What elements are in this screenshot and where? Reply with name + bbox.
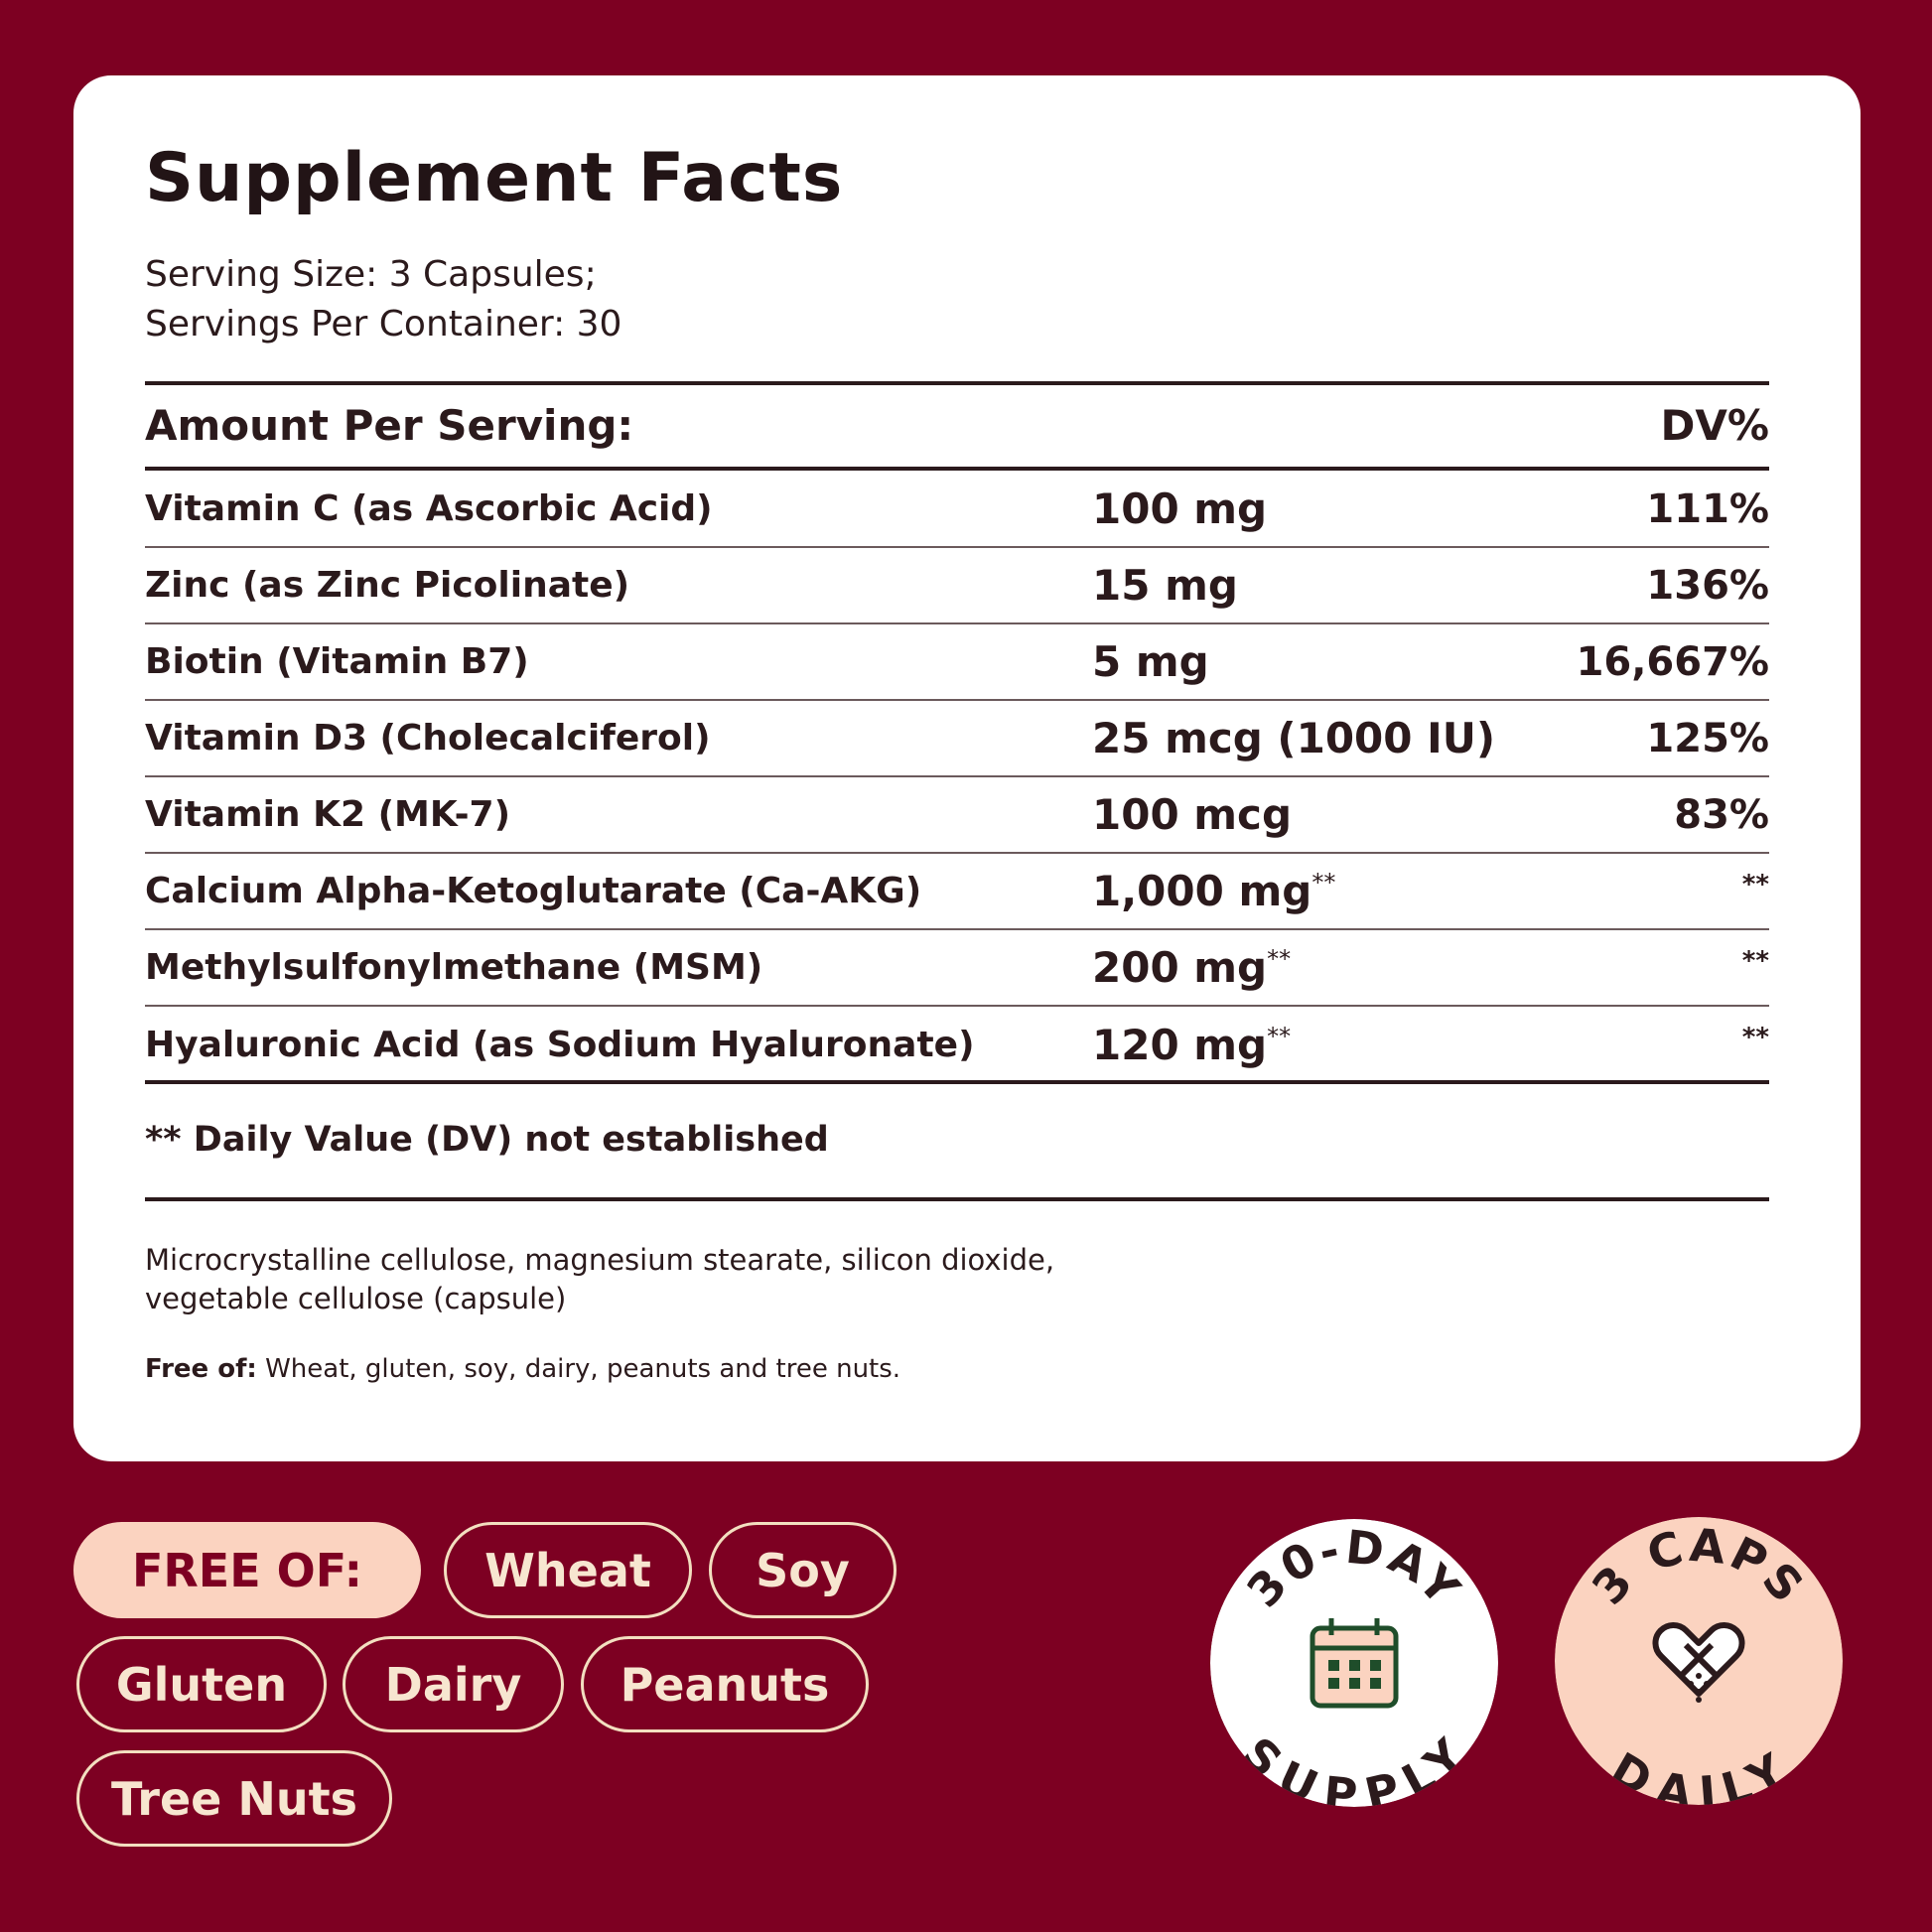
table-row: Calcium Alpha-Ketoglutarate (Ca-AKG) 1,0… <box>145 854 1769 930</box>
nutrient-name: Hyaluronic Acid (as Sodium Hyaluronate) <box>145 1025 975 1065</box>
free-of-text: Wheat, gluten, soy, dairy, peanuts and t… <box>256 1354 901 1384</box>
badge-3-caps-daily: 3 CAPS DAILY <box>1555 1517 1843 1805</box>
daily-value: 83% <box>1674 791 1769 838</box>
divider <box>145 1080 1769 1084</box>
table-row: Vitamin C (as Ascorbic Acid) 100 mg 111% <box>145 472 1769 548</box>
divider <box>145 381 1769 385</box>
badge-30-day-supply: 30-DAY SUPPLY <box>1210 1519 1498 1807</box>
table-row: Vitamin D3 (Cholecalciferol) 25 mcg (100… <box>145 701 1769 777</box>
pill-tree-nuts: Tree Nuts <box>76 1750 392 1847</box>
divider <box>145 1197 1769 1201</box>
servings-per-container: Servings Per Container: 30 <box>145 304 622 345</box>
amount-value: 25 mcg (1000 IU) <box>1092 714 1496 762</box>
pill-soy: Soy <box>709 1522 897 1618</box>
daily-value: 16,667% <box>1576 638 1769 685</box>
amount-value: 120 mg <box>1092 1021 1268 1069</box>
table-row: Methylsulfonylmethane (MSM) 200 mg** ** <box>145 930 1769 1007</box>
amount-footnote-mark: ** <box>1267 945 1292 973</box>
amount-value: 100 mg <box>1092 484 1268 533</box>
nutrient-amount: 15 mg <box>1092 561 1646 610</box>
calendar-icon <box>1310 1618 1399 1709</box>
amount-footnote-mark: ** <box>1311 869 1336 897</box>
daily-value: 136% <box>1646 562 1769 609</box>
daily-value: ** <box>1741 870 1769 899</box>
pill-dairy: Dairy <box>343 1636 564 1732</box>
free-of-statement: Free of: Wheat, gluten, soy, dairy, pean… <box>145 1354 900 1384</box>
serving-size: Serving Size: 3 Capsules; <box>145 254 597 295</box>
nutrient-amount: 200 mg** <box>1092 943 1742 992</box>
nutrient-amount: 1,000 mg** <box>1092 867 1742 915</box>
pill-gluten: Gluten <box>76 1636 327 1732</box>
nutrient-amount: 25 mcg (1000 IU) <box>1092 714 1646 762</box>
nutrient-amount: 100 mg <box>1092 484 1646 533</box>
amount-value: 15 mg <box>1092 561 1238 610</box>
amount-value: 100 mcg <box>1092 790 1293 839</box>
nutrient-name: Vitamin C (as Ascorbic Acid) <box>145 488 713 529</box>
nutrient-name: Vitamin K2 (MK-7) <box>145 794 511 835</box>
pill-wheat: Wheat <box>444 1522 692 1618</box>
daily-value: 111% <box>1646 485 1769 532</box>
table-row: Hyaluronic Acid (as Sodium Hyaluronate) … <box>145 1007 1769 1083</box>
nutrient-name: Zinc (as Zinc Picolinate) <box>145 565 630 606</box>
nutrient-amount: 5 mg <box>1092 637 1577 686</box>
daily-value: 125% <box>1646 715 1769 761</box>
amount-footnote-mark: ** <box>1267 1023 1292 1050</box>
table-header: Amount Per Serving: DV% <box>145 401 1769 450</box>
pill-peanuts: Peanuts <box>581 1636 869 1732</box>
amount-value: 1,000 mg <box>1092 867 1312 915</box>
amount-value: 200 mg <box>1092 943 1268 992</box>
page-title: Supplement Facts <box>145 139 844 217</box>
nutrient-amount: 120 mg** <box>1092 1021 1742 1069</box>
table-row: Vitamin K2 (MK-7) 100 mcg 83% <box>145 777 1769 854</box>
other-ingredients: Microcrystalline cellulose, magnesium st… <box>145 1243 1055 1315</box>
table-row: Biotin (Vitamin B7) 5 mg 16,667% <box>145 624 1769 701</box>
nutrient-amount: 100 mcg <box>1092 790 1674 839</box>
free-of-pill: FREE OF: <box>73 1522 421 1618</box>
dv-header: DV% <box>1660 401 1769 450</box>
capsule-heart-icon <box>1652 1621 1745 1703</box>
nutrient-name: Calcium Alpha-Ketoglutarate (Ca-AKG) <box>145 871 922 911</box>
nutrient-name: Vitamin D3 (Cholecalciferol) <box>145 718 711 759</box>
nutrient-name: Biotin (Vitamin B7) <box>145 641 529 682</box>
amount-value: 5 mg <box>1092 637 1209 686</box>
divider <box>145 467 1769 471</box>
table-row: Zinc (as Zinc Picolinate) 15 mg 136% <box>145 548 1769 624</box>
supplement-facts-card <box>73 75 1861 1461</box>
footnote: ** Daily Value (DV) not established <box>145 1120 829 1160</box>
free-of-label: Free of: <box>145 1354 257 1384</box>
daily-value: ** <box>1741 946 1769 976</box>
amount-header: Amount Per Serving: <box>145 401 634 450</box>
nutrient-name: Methylsulfonylmethane (MSM) <box>145 947 763 988</box>
daily-value: ** <box>1741 1023 1769 1052</box>
